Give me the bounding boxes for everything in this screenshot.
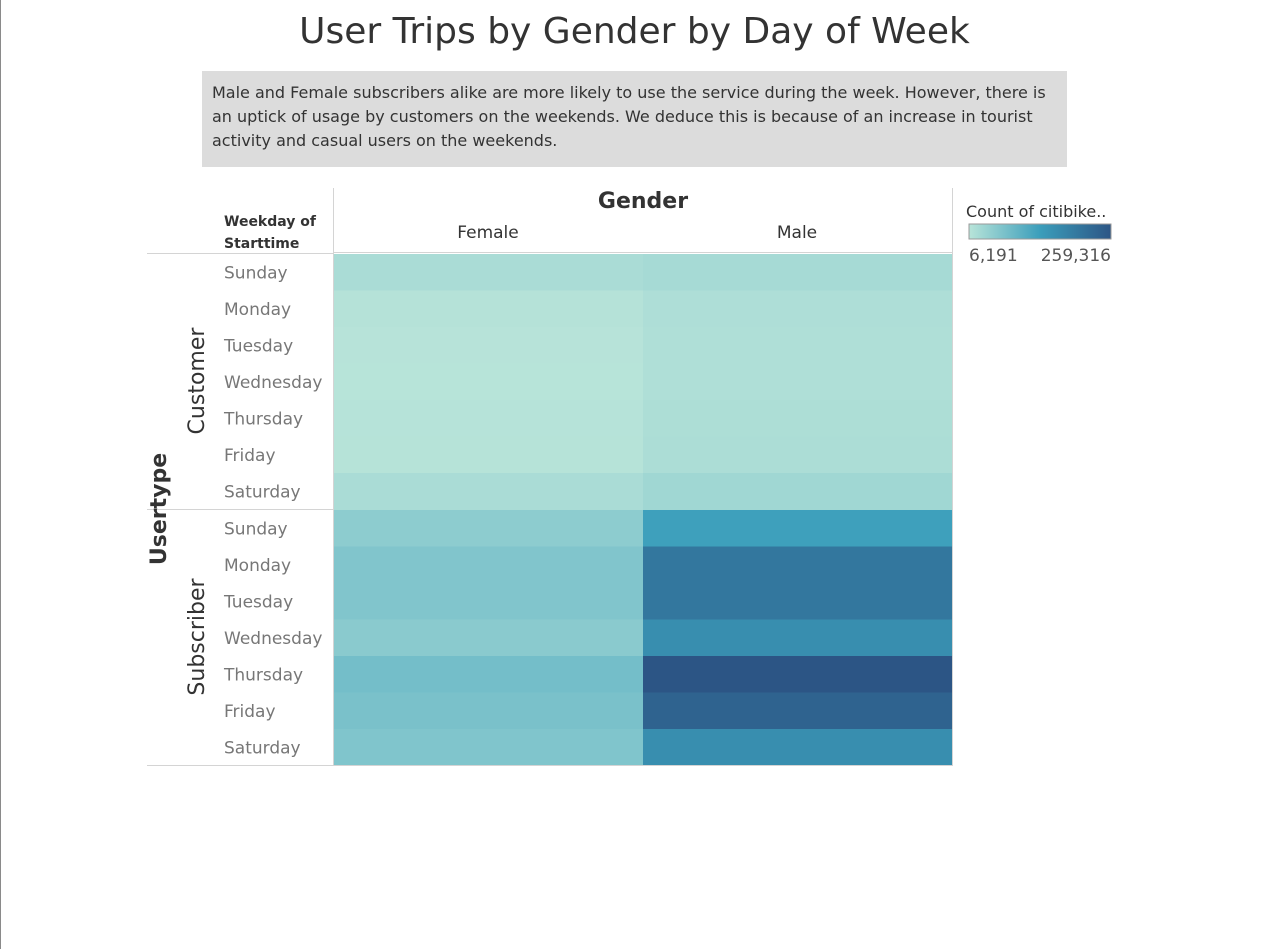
heatmap-cell-subscriber-male-sunday — [643, 510, 952, 547]
heatmap-cell-customer-female-monday — [334, 290, 643, 328]
heatmap-cell-subscriber-male-thursday — [643, 656, 952, 693]
day-label-customer-thursday: Thursday — [223, 409, 303, 429]
heatmap-cell-customer-male-sunday — [643, 254, 952, 291]
heatmap-cell-subscriber-male-tuesday — [643, 583, 952, 620]
heatmap-cell-customer-male-friday — [643, 436, 952, 474]
legend-color-ramp — [968, 223, 1112, 240]
day-label-subscriber-friday: Friday — [224, 702, 276, 722]
heatmap-cell-customer-female-thursday — [334, 400, 643, 437]
day-label-customer-sunday: Sunday — [224, 263, 288, 283]
left-border — [0, 0, 1, 949]
heatmap-cell-customer-female-friday — [334, 436, 643, 474]
heatmap-cell-subscriber-female-monday — [334, 546, 643, 584]
heatmap-cell-customer-male-monday — [643, 290, 952, 328]
heatmap-cell-customer-female-sunday — [334, 254, 643, 291]
row-group-header: Usertype — [147, 453, 172, 565]
legend-title: Count of citibike.. — [966, 202, 1106, 221]
heatmap-cell-customer-male-wednesday — [643, 363, 952, 401]
heatmap-cell-customer-male-tuesday — [643, 327, 952, 364]
heatmap-cell-customer-female-wednesday — [334, 363, 643, 401]
heatmap-cell-subscriber-male-wednesday — [643, 619, 952, 657]
heatmap-cell-subscriber-male-friday — [643, 692, 952, 730]
day-label-subscriber-sunday: Sunday — [224, 519, 288, 539]
heatmap-cell-subscriber-male-monday — [643, 546, 952, 584]
heatmap-cell-subscriber-female-wednesday — [334, 619, 643, 657]
day-label-customer-wednesday: Wednesday — [224, 373, 322, 393]
day-label-customer-monday: Monday — [224, 300, 291, 320]
row-field-header-line2: Starttime — [224, 236, 299, 252]
day-label-customer-friday: Friday — [224, 446, 276, 466]
row-field-header-line1: Weekday of — [224, 214, 317, 230]
day-label-subscriber-thursday: Thursday — [223, 665, 303, 685]
day-labels: Sunday Monday Tuesday Wednesday Thursday Frid… — [223, 263, 322, 758]
day-label-subscriber-saturday: Saturday — [224, 738, 301, 758]
heatmap-cell-customer-female-saturday — [334, 473, 643, 510]
heatmap-cell-customer-female-tuesday — [334, 327, 643, 364]
heatmap-cells — [334, 254, 952, 766]
heatmap-cell-subscriber-female-tuesday — [334, 583, 643, 620]
day-label-customer-saturday: Saturday — [224, 482, 301, 502]
group-label-subscriber: Subscriber — [185, 577, 210, 695]
page-title: User Trips by Gender by Day of Week — [299, 11, 970, 52]
column-label-male: Male — [777, 223, 817, 243]
heatmap-cell-subscriber-female-thursday — [334, 656, 643, 693]
column-header-title: Gender — [598, 189, 688, 214]
legend-max-label: 259,316 — [1041, 246, 1111, 266]
caption-box: Male and Female subscribers alike are mo… — [202, 71, 1067, 167]
heatmap-cell-customer-male-thursday — [643, 400, 952, 437]
day-label-customer-tuesday: Tuesday — [223, 336, 293, 356]
heatmap-cell-subscriber-female-friday — [334, 692, 643, 730]
day-label-subscriber-wednesday: Wednesday — [224, 629, 322, 649]
heatmap-cell-customer-male-saturday — [643, 473, 952, 510]
group-label-customer: Customer — [185, 327, 210, 435]
heatmap-cell-subscriber-female-sunday — [334, 510, 643, 547]
day-label-subscriber-tuesday: Tuesday — [223, 592, 293, 612]
column-label-female: Female — [457, 223, 518, 243]
day-label-subscriber-monday: Monday — [224, 556, 291, 576]
heatmap-cell-subscriber-male-saturday — [643, 729, 952, 766]
legend-min-label: 6,191 — [969, 246, 1018, 266]
heatmap-cell-subscriber-female-saturday — [334, 729, 643, 766]
